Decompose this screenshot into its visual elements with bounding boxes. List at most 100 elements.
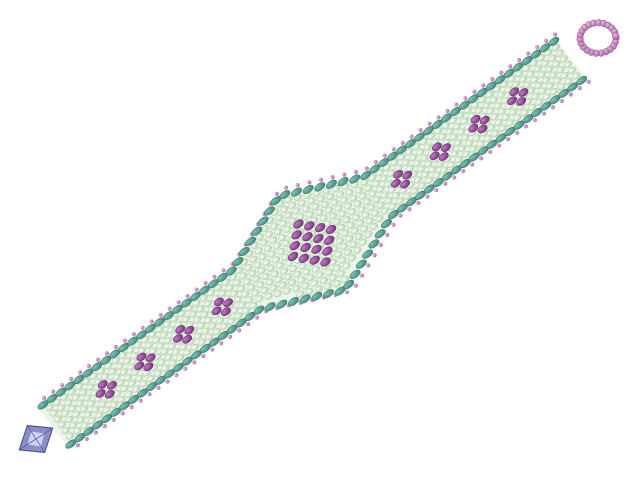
seed-bead: [436, 114, 442, 120]
seed-bead: [454, 102, 460, 108]
seed-bead: [516, 57, 522, 63]
seed-bead: [173, 372, 179, 378]
seed-bead: [227, 334, 233, 340]
seed-bead: [194, 287, 200, 293]
seed-bead: [568, 92, 574, 98]
seed-bead: [525, 51, 531, 57]
seed-bead: [203, 280, 209, 286]
seed-bead: [523, 123, 529, 129]
seed-bead: [318, 177, 324, 183]
seed-bead: [93, 430, 99, 436]
seed-bead: [113, 344, 119, 350]
seed-bead: [442, 181, 448, 187]
seed-bead: [552, 32, 558, 38]
seed-bead: [550, 104, 556, 110]
seed-bead: [59, 382, 65, 388]
seed-bead: [433, 187, 439, 193]
seed-bead: [341, 172, 347, 178]
seed-bead: [164, 379, 170, 385]
seed-bead: [451, 174, 457, 180]
seed-bead: [84, 436, 90, 442]
seed-bead: [122, 338, 128, 344]
seed-bead: [330, 174, 336, 180]
seed-bead: [534, 44, 540, 50]
seed-bead: [102, 423, 108, 429]
seed-bead: [295, 182, 301, 188]
seed-bead: [460, 168, 466, 174]
seed-bead: [212, 274, 218, 280]
seed-bead: [391, 222, 397, 228]
seed-bead: [353, 169, 359, 175]
bracelet-band: [16, 6, 610, 479]
seed-bead: [496, 143, 502, 149]
seed-bead: [577, 85, 583, 91]
seed-bead: [478, 155, 484, 161]
seed-bead: [489, 76, 495, 82]
seed-bead: [462, 95, 468, 101]
seed-bead: [498, 70, 504, 76]
seed-bead: [398, 213, 404, 219]
seed-bead: [149, 319, 155, 325]
seed-bead: [176, 299, 182, 305]
seed-bead: [418, 127, 424, 133]
seed-bead: [613, 33, 620, 40]
seed-bead: [480, 83, 486, 89]
seed-bead: [406, 206, 412, 212]
seed-bead: [409, 134, 415, 140]
seed-bead: [445, 108, 451, 114]
seed-bead: [111, 417, 117, 423]
seed-bead: [129, 404, 135, 410]
seed-bead: [364, 165, 370, 171]
seed-bead: [559, 98, 565, 104]
seed-bead: [471, 89, 477, 95]
seed-bead: [68, 376, 74, 382]
seed-bead: [156, 385, 162, 391]
seed-bead: [200, 353, 206, 359]
seed-bead: [373, 159, 379, 165]
seed-bead: [391, 146, 397, 152]
seed-bead: [541, 111, 547, 117]
seed-bead: [138, 398, 144, 404]
seed-bead: [415, 200, 421, 206]
seed-bead: [353, 283, 359, 289]
seed-bead: [400, 140, 406, 146]
seed-bead: [236, 328, 242, 334]
seed-bead: [283, 185, 289, 191]
seed-bead: [359, 273, 365, 279]
seed-bead: [378, 242, 384, 248]
seed-bead: [191, 359, 197, 365]
seed-bead: [104, 350, 110, 356]
seed-bead: [86, 363, 92, 369]
seed-bead: [77, 370, 83, 376]
seed-bead: [382, 153, 388, 159]
seed-bead: [120, 410, 126, 416]
seed-bead: [185, 293, 191, 299]
seed-bead: [209, 347, 215, 353]
seed-bead: [254, 315, 260, 321]
seed-bead: [306, 180, 312, 186]
seed-bead: [182, 366, 188, 372]
seed-bead: [543, 38, 549, 44]
bead-loop-clasp: [577, 19, 620, 56]
seed-bead: [140, 325, 146, 331]
seed-bead: [50, 389, 56, 395]
seed-bead: [507, 63, 513, 69]
seed-bead: [469, 162, 475, 168]
seed-bead: [167, 306, 173, 312]
seed-bead: [220, 268, 226, 274]
seed-bead: [245, 321, 251, 327]
seed-bead: [427, 121, 433, 127]
seed-bead: [75, 442, 81, 448]
seed-bead: [218, 340, 224, 346]
seed-bead: [95, 357, 101, 363]
seed-bead: [586, 79, 592, 85]
seed-bead: [372, 252, 378, 258]
seed-bead: [365, 262, 371, 268]
seed-bead: [514, 130, 520, 136]
seed-bead: [131, 331, 137, 337]
seed-bead: [158, 312, 164, 318]
seed-bead: [487, 149, 493, 155]
seed-bead: [505, 136, 511, 142]
seed-bead: [384, 232, 390, 238]
seed-bead: [424, 194, 430, 200]
